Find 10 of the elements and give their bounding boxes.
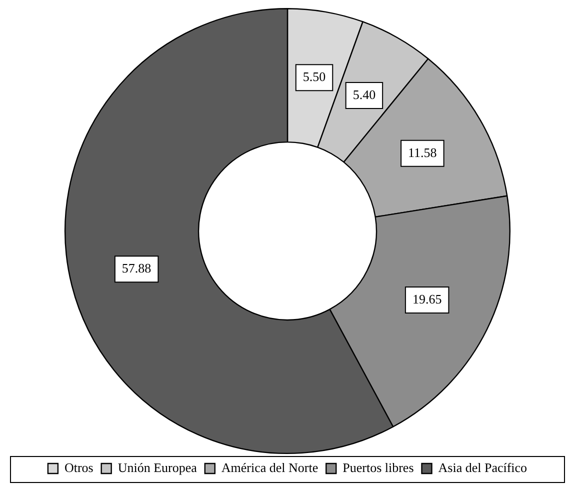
legend-label: América del Norte [221, 460, 318, 475]
data-label: 5.40 [352, 86, 376, 102]
legend-label: Puertos libres [342, 460, 414, 475]
legend-label: Unión Europea [118, 460, 198, 475]
data-label: 11.58 [408, 144, 437, 160]
legend-label: Asia del Pacífico [438, 460, 528, 475]
legend-label: Otros [64, 460, 94, 475]
data-label: 19.65 [412, 291, 442, 306]
data-label: 5.50 [302, 69, 326, 84]
data-label: 57.88 [122, 260, 152, 276]
